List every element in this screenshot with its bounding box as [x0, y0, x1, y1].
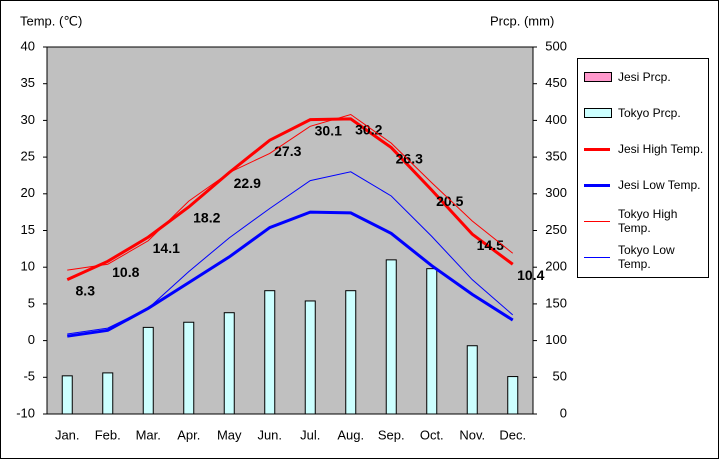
y-tick-label: -5	[23, 369, 35, 384]
legend-symbol	[584, 147, 610, 151]
y-tick-label: 30	[21, 112, 35, 127]
plot-area	[46, 46, 534, 415]
y-tick-label: 25	[21, 149, 35, 164]
y-axis-title: Temp. (℃)	[20, 13, 82, 28]
legend-item: Tokyo Low Temp.	[578, 239, 708, 275]
y2-tick-label: 150	[545, 295, 567, 310]
x-tick-label: Mar.	[136, 427, 161, 442]
y-tick-label: 20	[21, 185, 35, 200]
data-label: 14.5	[477, 237, 504, 253]
x-tick-label: Jan.	[55, 427, 80, 442]
bar	[142, 326, 154, 415]
y2-tick-label: 100	[545, 332, 567, 347]
data-label: 20.5	[436, 193, 463, 209]
data-label: 8.3	[76, 282, 96, 298]
y-tick-label: 0	[28, 332, 35, 347]
line	[66, 117, 514, 282]
y-tick-label: 5	[28, 295, 35, 310]
data-label: 10.4	[517, 267, 544, 283]
y2-tick-label: 50	[553, 369, 567, 384]
legend-item: Tokyo Prcp.	[578, 95, 708, 131]
legend-label: Tokyo Prcp.	[618, 106, 681, 120]
data-label: 26.3	[396, 150, 423, 166]
x-tick-label: Oct.	[420, 427, 444, 442]
y-tick-label: 15	[21, 222, 35, 237]
bar	[102, 372, 114, 415]
bar	[466, 345, 478, 415]
y2-axis-title: Prcp. (mm)	[490, 13, 554, 28]
line	[67, 113, 514, 271]
bar	[345, 290, 357, 415]
data-label: 10.8	[112, 264, 139, 280]
bar	[61, 375, 73, 415]
legend-item: Tokyo High Temp.	[578, 203, 708, 239]
legend-item: Jesi High Temp.	[578, 131, 708, 167]
legend-label: Tokyo High Temp.	[618, 207, 678, 235]
bar	[223, 312, 235, 415]
line	[67, 171, 514, 335]
x-tick-label: Apr.	[177, 427, 200, 442]
data-label: 18.2	[193, 210, 220, 226]
data-label: 14.1	[153, 240, 180, 256]
x-tick-label: Sep.	[378, 427, 405, 442]
y2-tick-label: 450	[545, 75, 567, 90]
y2-tick-label: 250	[545, 222, 567, 237]
legend-label: Jesi Low Temp.	[618, 178, 701, 192]
legend-symbol	[584, 220, 610, 222]
legend-symbol	[584, 72, 612, 82]
y2-tick-label: 400	[545, 112, 567, 127]
x-tick-label: Feb.	[95, 427, 121, 442]
legend-item: Jesi Prcp.	[578, 59, 708, 95]
y-tick-label: 35	[21, 75, 35, 90]
legend-label: Tokyo Low Temp.	[618, 243, 675, 271]
y-tick-label: -10	[16, 405, 35, 420]
y-tick-label: 40	[21, 38, 35, 53]
y2-tick-label: 0	[560, 405, 567, 420]
x-tick-label: Nov.	[459, 427, 485, 442]
bar	[507, 376, 519, 415]
y2-tick-label: 350	[545, 149, 567, 164]
data-label: 30.1	[315, 122, 342, 138]
y-tick-label: 10	[21, 259, 35, 274]
bar	[264, 290, 276, 415]
legend: Jesi Prcp. Tokyo Prcp. Jesi High Temp. Jesi…	[577, 58, 709, 278]
x-tick-label: Jul.	[300, 427, 320, 442]
bar	[304, 300, 316, 415]
data-label: 22.9	[234, 175, 261, 191]
data-label: 27.3	[274, 143, 301, 159]
bar	[426, 268, 438, 415]
x-tick-label: Aug.	[337, 427, 364, 442]
legend-item: Jesi Low Temp.	[578, 167, 708, 203]
data-label: 30.2	[355, 122, 382, 138]
x-tick-label: May	[217, 427, 242, 442]
bar	[385, 259, 397, 415]
legend-label: Jesi Prcp.	[618, 70, 671, 84]
legend-symbol	[584, 256, 610, 258]
legend-label: Jesi High Temp.	[618, 142, 704, 156]
y2-tick-label: 200	[545, 259, 567, 274]
bar	[183, 321, 195, 415]
y2-tick-label: 500	[545, 38, 567, 53]
x-tick-label: Dec.	[499, 427, 526, 442]
y2-tick-label: 300	[545, 185, 567, 200]
legend-symbol	[584, 108, 612, 118]
x-tick-label: Jun.	[257, 427, 282, 442]
legend-symbol	[584, 183, 610, 187]
